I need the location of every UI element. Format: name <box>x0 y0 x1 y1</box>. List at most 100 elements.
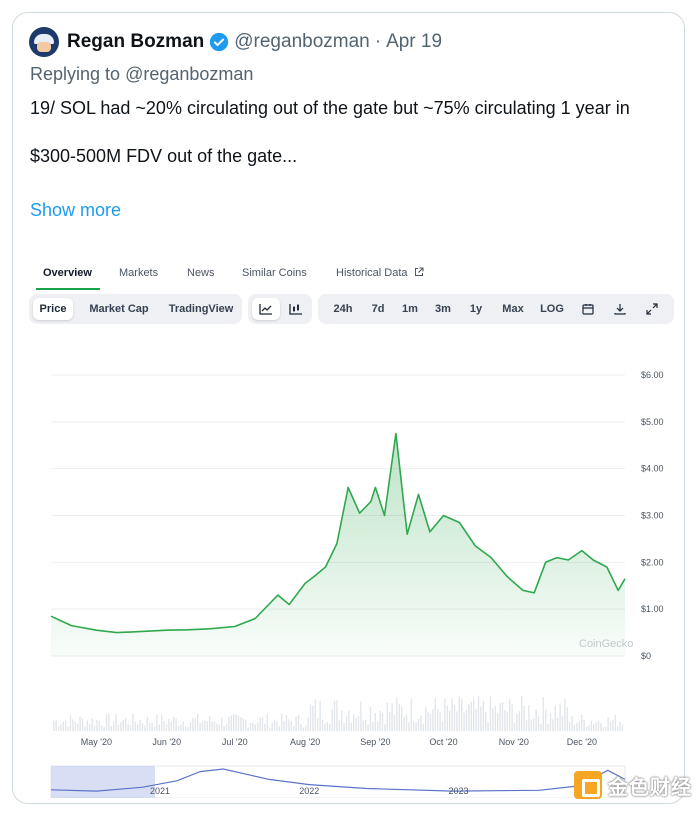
avatar[interactable] <box>29 27 59 57</box>
volume-bar <box>571 715 573 731</box>
volume-bar <box>189 721 192 731</box>
range-3m-button[interactable]: 3m <box>435 303 451 315</box>
tab-historical-data[interactable]: Historical Data <box>336 267 424 279</box>
volume-bar <box>389 711 391 731</box>
volume-bar <box>149 722 151 731</box>
price-chart[interactable]: $0 $1.00 $2.00 $3.00 $4.00 $5.00 $6.00 CoinGeck… <box>29 341 674 798</box>
price-button[interactable]: Price <box>33 298 73 320</box>
volume-bar <box>221 717 223 731</box>
volume-bar <box>607 717 609 731</box>
volume-bar <box>501 702 504 731</box>
volume-bar <box>117 725 120 731</box>
volume-bar <box>350 722 352 731</box>
volume-bar <box>338 720 340 731</box>
volume-bar <box>283 721 285 731</box>
y-tick-label: $3.00 <box>641 511 664 521</box>
candlestick-chart-icon[interactable] <box>282 298 310 320</box>
volume-bar <box>297 714 300 731</box>
volume-bar <box>545 709 547 731</box>
volume-bar <box>446 705 448 731</box>
fullscreen-icon[interactable] <box>640 298 664 320</box>
coingecko-watermark: CoinGecko <box>579 638 633 650</box>
volume-bar <box>573 725 576 731</box>
volume-bar <box>415 722 417 731</box>
volume-bar <box>228 716 230 731</box>
volume-bar <box>561 715 564 731</box>
download-icon[interactable] <box>608 298 632 320</box>
volume-bar <box>393 714 396 731</box>
author-handle[interactable]: @reganbozman <box>234 31 370 52</box>
volume-bar <box>127 723 129 731</box>
volume-bar <box>110 726 112 731</box>
volume-bar <box>321 719 324 731</box>
volume-bar <box>77 723 79 731</box>
volume-bar <box>146 716 148 731</box>
tradingview-button[interactable]: TradingView <box>168 303 234 315</box>
volume-bar <box>465 710 468 731</box>
volume-bar <box>405 714 408 731</box>
show-more-link[interactable]: Show more <box>30 200 122 220</box>
tab-markets[interactable]: Markets <box>119 267 159 279</box>
volume-bar <box>137 724 139 731</box>
log-scale-button[interactable]: LOG <box>540 303 564 315</box>
chart-style-group <box>248 294 312 324</box>
volume-bar <box>305 725 307 731</box>
navigator-line <box>50 768 626 792</box>
volume-bar <box>295 716 297 731</box>
volume-bar <box>518 711 520 731</box>
volume-bar <box>593 724 595 731</box>
author-name[interactable]: Regan Bozman <box>67 31 205 52</box>
tweet-header: Regan Bozman @reganbozman · Apr 19 <box>67 30 442 54</box>
volume-bar <box>384 724 386 731</box>
tab-news[interactable]: News <box>187 267 215 279</box>
calendar-icon[interactable] <box>576 298 600 320</box>
navigator-tick-label: 2022 <box>299 786 319 796</box>
volume-bar <box>542 697 544 731</box>
volume-bar <box>530 719 532 731</box>
volume-bar <box>473 698 475 731</box>
volume-bar <box>333 700 336 731</box>
volume-bar <box>269 727 271 731</box>
volume-bar <box>480 706 482 731</box>
time-range-group: 24h 7d 1m 3m 1y Max LOG <box>318 294 674 324</box>
range-max-button[interactable]: Max <box>502 303 524 315</box>
replying-handle[interactable]: @reganbozman <box>125 64 254 84</box>
volume-bar <box>427 711 429 731</box>
volume-bar <box>300 724 302 731</box>
volume-bar <box>528 705 530 731</box>
embedded-chart-image[interactable]: Overview Markets News Similar Coins Hist… <box>29 253 674 798</box>
tweet-date[interactable]: Apr 19 <box>386 31 443 52</box>
volume-bar <box>237 715 240 731</box>
volume-bar <box>197 714 199 731</box>
line-chart-icon[interactable] <box>252 298 280 320</box>
range-1y-button[interactable]: 1y <box>469 303 483 315</box>
volume-bar <box>242 718 244 731</box>
tab-similar-coins[interactable]: Similar Coins <box>242 267 307 279</box>
market-cap-button[interactable]: Market Cap <box>89 303 149 315</box>
volume-bar <box>362 720 364 731</box>
tab-overview[interactable]: Overview <box>43 267 92 279</box>
volume-bar <box>314 699 316 731</box>
range-7d-button[interactable]: 7d <box>371 303 385 315</box>
chart-toolbar: Price Market Cap TradingView 24h 7d 1m 3… <box>29 294 674 324</box>
tweet-card[interactable]: Regan Bozman @reganbozman · Apr 19 Reply… <box>12 12 685 804</box>
volume-bar <box>65 720 67 731</box>
range-1m-button[interactable]: 1m <box>402 303 418 315</box>
volume-bar <box>281 713 283 731</box>
volume-bar <box>401 706 403 731</box>
volume-bar <box>477 696 480 731</box>
volume-bar <box>89 724 91 731</box>
volume-bar <box>72 719 74 731</box>
volume-bar <box>441 721 444 731</box>
volume-bar <box>612 719 614 731</box>
volume-bar <box>173 716 175 731</box>
volume-bar <box>62 721 64 731</box>
volume-bar <box>437 709 439 731</box>
volume-bar <box>206 721 208 731</box>
volume-bar <box>547 723 549 731</box>
range-24h-button[interactable]: 24h <box>333 303 353 315</box>
active-tab-underline <box>36 288 100 290</box>
volume-bar <box>98 720 100 731</box>
volume-bar <box>141 723 144 731</box>
replying-label: Replying to <box>30 64 121 84</box>
